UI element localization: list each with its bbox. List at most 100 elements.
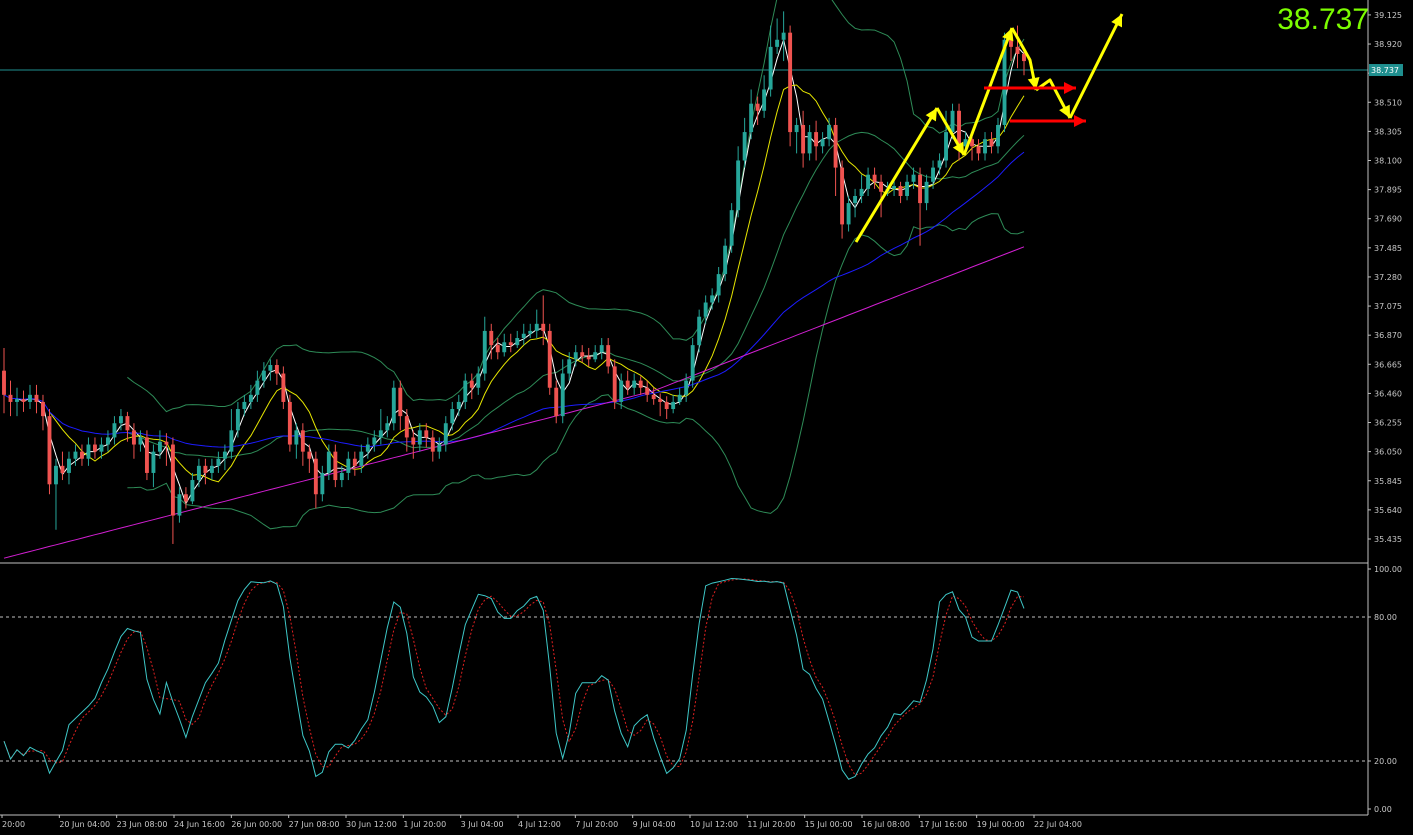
candle-body [203, 465, 208, 473]
candle-body [21, 399, 26, 402]
candle-body [632, 380, 637, 388]
stoch-tick-label: 0.00 [1374, 805, 1392, 814]
candle-body [60, 465, 65, 473]
candle-body [593, 352, 598, 360]
time-tick-label: 27 Jun 08:00 [289, 820, 340, 829]
candle-body [729, 210, 734, 246]
candle-body [723, 245, 728, 275]
candle-body [983, 139, 987, 154]
stoch-signal-line [3, 578, 1025, 776]
current-price-tag-label: 38.737 [1371, 66, 1399, 75]
time-tick-label: 23 Jun 08:00 [117, 820, 168, 829]
candle-body [645, 387, 650, 395]
candle-body [456, 401, 461, 410]
candle-body [41, 401, 45, 417]
candle-body [749, 103, 754, 133]
candle-body [827, 124, 832, 140]
annotation-arrow-down-3-head [1059, 104, 1070, 118]
candle-body [950, 110, 955, 133]
annotation-arrow-up-3-head [1111, 14, 1122, 28]
time-tick-label: 1 Jul 20:00 [403, 820, 446, 829]
time-tick-label: 4 Jul 12:00 [518, 820, 561, 829]
candle-body [378, 430, 383, 438]
candle-body [489, 330, 494, 346]
candle-body [248, 394, 253, 402]
time-tick-label: 30 Jun 12:00 [346, 820, 397, 829]
time-tick-label: 20 Jun 04:00 [59, 820, 110, 829]
candle-body [794, 124, 799, 133]
candle-body [892, 186, 897, 189]
candle-body [866, 174, 871, 189]
candle-body [411, 437, 416, 445]
candle-body [274, 365, 279, 374]
candle-body [300, 430, 305, 452]
candle-body [612, 366, 617, 402]
price-tick-label: 38.305 [1374, 127, 1402, 136]
candle-body [788, 32, 793, 133]
candle-body [437, 444, 442, 452]
candle-body [534, 323, 539, 331]
candle-body [365, 444, 370, 452]
candle-body [430, 437, 435, 452]
candle-body [1015, 46, 1020, 54]
annotation-arrow-up-2-head [1002, 28, 1014, 42]
candle-body [424, 430, 429, 438]
candle-body [242, 401, 247, 410]
time-tick-label: 3 Jul 04:00 [461, 820, 504, 829]
candle-body [781, 32, 786, 40]
candle-body [684, 380, 689, 395]
price-tick-label: 35.640 [1374, 506, 1402, 515]
current-price-readout: 38.737 [1277, 3, 1369, 36]
candle-body [235, 409, 240, 431]
candle-body [820, 139, 825, 147]
candle-body [814, 132, 819, 147]
ma-blue [3, 151, 1025, 448]
candle-body [86, 444, 91, 459]
candle-body [619, 380, 624, 402]
candle-body [313, 458, 318, 495]
candle-body [528, 330, 533, 334]
candle-body [560, 373, 565, 417]
candle-body [573, 352, 578, 360]
candle-body [716, 274, 721, 296]
price-tick-label: 36.460 [1374, 389, 1402, 398]
time-tick-label: 26 Jun 00:00 [231, 820, 282, 829]
candle-body [918, 174, 922, 204]
candle-body [742, 132, 747, 161]
stochastic-pane [0, 577, 1368, 780]
candle-body [216, 458, 221, 466]
annotation-arrow-up-1 [854, 107, 939, 243]
candle-body [170, 444, 175, 516]
candle-body [521, 333, 526, 339]
current-price-tag [1369, 64, 1403, 77]
candle-body [1009, 39, 1013, 47]
candle-body [131, 430, 136, 445]
candle-body [911, 174, 916, 182]
candle-body [151, 451, 156, 473]
price-tick-label: 37.895 [1374, 186, 1402, 195]
candle-body [138, 437, 143, 445]
candle-body [164, 441, 169, 445]
candle-body [508, 342, 513, 346]
candle-body [677, 394, 682, 402]
bollinger-lower [127, 213, 1025, 530]
candle-body [93, 444, 97, 452]
candle-body [222, 451, 227, 459]
candle-body [924, 181, 929, 204]
time-tick-label: 19 Jul 00:00 [977, 820, 1025, 829]
price-tick-label: 38.510 [1374, 98, 1402, 107]
candle-body [34, 394, 39, 402]
candle-body [15, 399, 19, 402]
time-tick-label: 11 Jul 20:00 [747, 820, 795, 829]
candle-body [495, 345, 500, 353]
candle-body [417, 430, 422, 445]
candle-body [970, 139, 974, 147]
candle-body [320, 472, 325, 495]
candle-body [1002, 39, 1007, 125]
annotation-level-upper-head [1064, 82, 1076, 94]
candle-body [106, 437, 110, 445]
annotation-arrow-up-3 [1068, 13, 1124, 119]
candle-body [606, 345, 611, 367]
